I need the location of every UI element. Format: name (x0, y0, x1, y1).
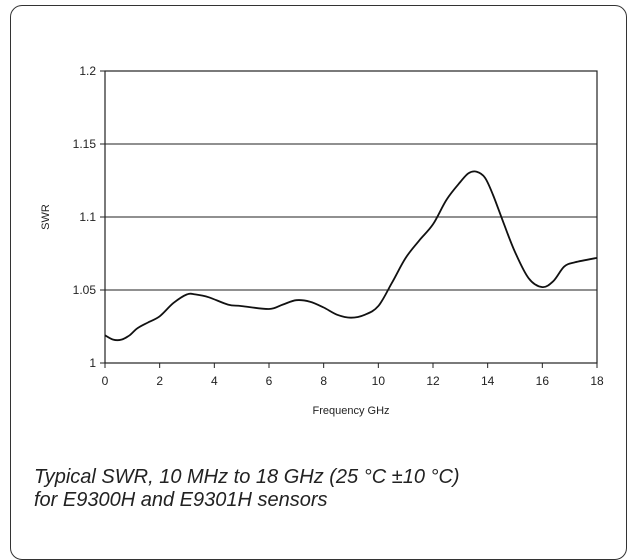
x-tick-label: 8 (320, 374, 327, 388)
x-tick-label: 0 (102, 374, 109, 388)
axis-ticks: 1 1.05 1.1 1.15 1.2 0 2 4 6 8 10 12 14 16 18 (73, 64, 604, 388)
caption-line-1: Typical SWR, 10 MHz to 18 GHz (25 °C ±10… (34, 466, 460, 488)
x-tick-label: 2 (156, 374, 163, 388)
x-tick-label: 12 (426, 374, 440, 388)
y-tick-label: 1.2 (79, 64, 96, 78)
grid-lines (105, 143, 597, 291)
series-line (104, 170, 598, 342)
x-tick-label: 4 (211, 374, 218, 388)
y-axis-label: SWR (40, 204, 52, 230)
x-tick-label: 6 (266, 374, 273, 388)
y-tick-label: 1.1 (79, 210, 96, 224)
x-tick-label: 18 (590, 374, 604, 388)
x-tick-label: 10 (372, 374, 386, 388)
x-tick-label: 16 (536, 374, 550, 388)
y-tick-label: 1.15 (73, 137, 97, 151)
x-axis-label: Frequency GHz (312, 405, 389, 417)
series-layer (104, 170, 598, 342)
figure-frame (10, 5, 627, 560)
caption-line-2: for E9300H and E9301H sensors (34, 489, 328, 511)
swr-chart: 1 1.05 1.1 1.15 1.2 0 2 4 6 8 10 12 14 16 18 Frequency… (40, 64, 604, 417)
figure-caption: Typical SWR, 10 MHz to 18 GHz (25 °C ±10… (34, 466, 460, 512)
y-tick-label: 1 (89, 356, 96, 370)
x-tick-label: 14 (481, 374, 495, 388)
y-tick-label: 1.05 (73, 283, 97, 297)
